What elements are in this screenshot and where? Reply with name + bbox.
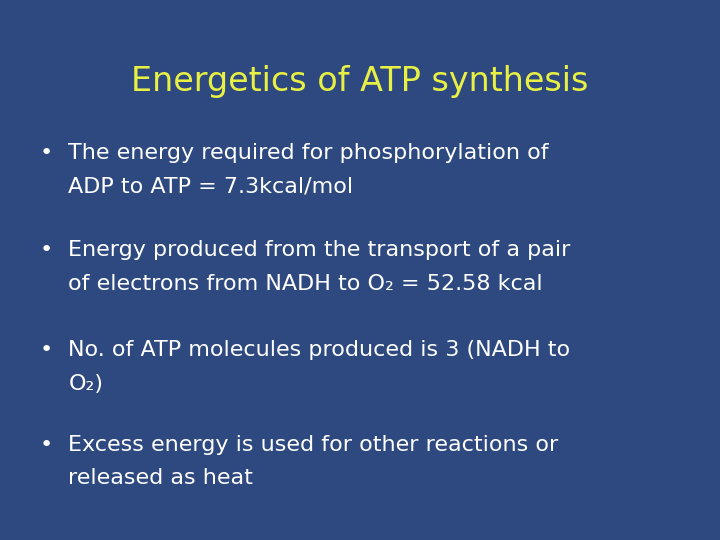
Text: •: • xyxy=(40,240,53,260)
Text: Energy produced from the transport of a pair: Energy produced from the transport of a … xyxy=(68,240,571,260)
Text: •: • xyxy=(40,143,53,163)
Text: of electrons from NADH to O₂ = 52.58 kcal: of electrons from NADH to O₂ = 52.58 kca… xyxy=(68,274,543,294)
Text: ADP to ATP = 7.3kcal/mol: ADP to ATP = 7.3kcal/mol xyxy=(68,177,354,197)
Text: released as heat: released as heat xyxy=(68,468,253,488)
Text: No. of ATP molecules produced is 3 (NADH to: No. of ATP molecules produced is 3 (NADH… xyxy=(68,340,570,360)
Text: Excess energy is used for other reactions or: Excess energy is used for other reaction… xyxy=(68,435,559,455)
Text: •: • xyxy=(40,435,53,455)
Text: The energy required for phosphorylation of: The energy required for phosphorylation … xyxy=(68,143,549,163)
Text: Energetics of ATP synthesis: Energetics of ATP synthesis xyxy=(131,65,589,98)
Text: O₂): O₂) xyxy=(68,374,104,394)
Text: •: • xyxy=(40,340,53,360)
